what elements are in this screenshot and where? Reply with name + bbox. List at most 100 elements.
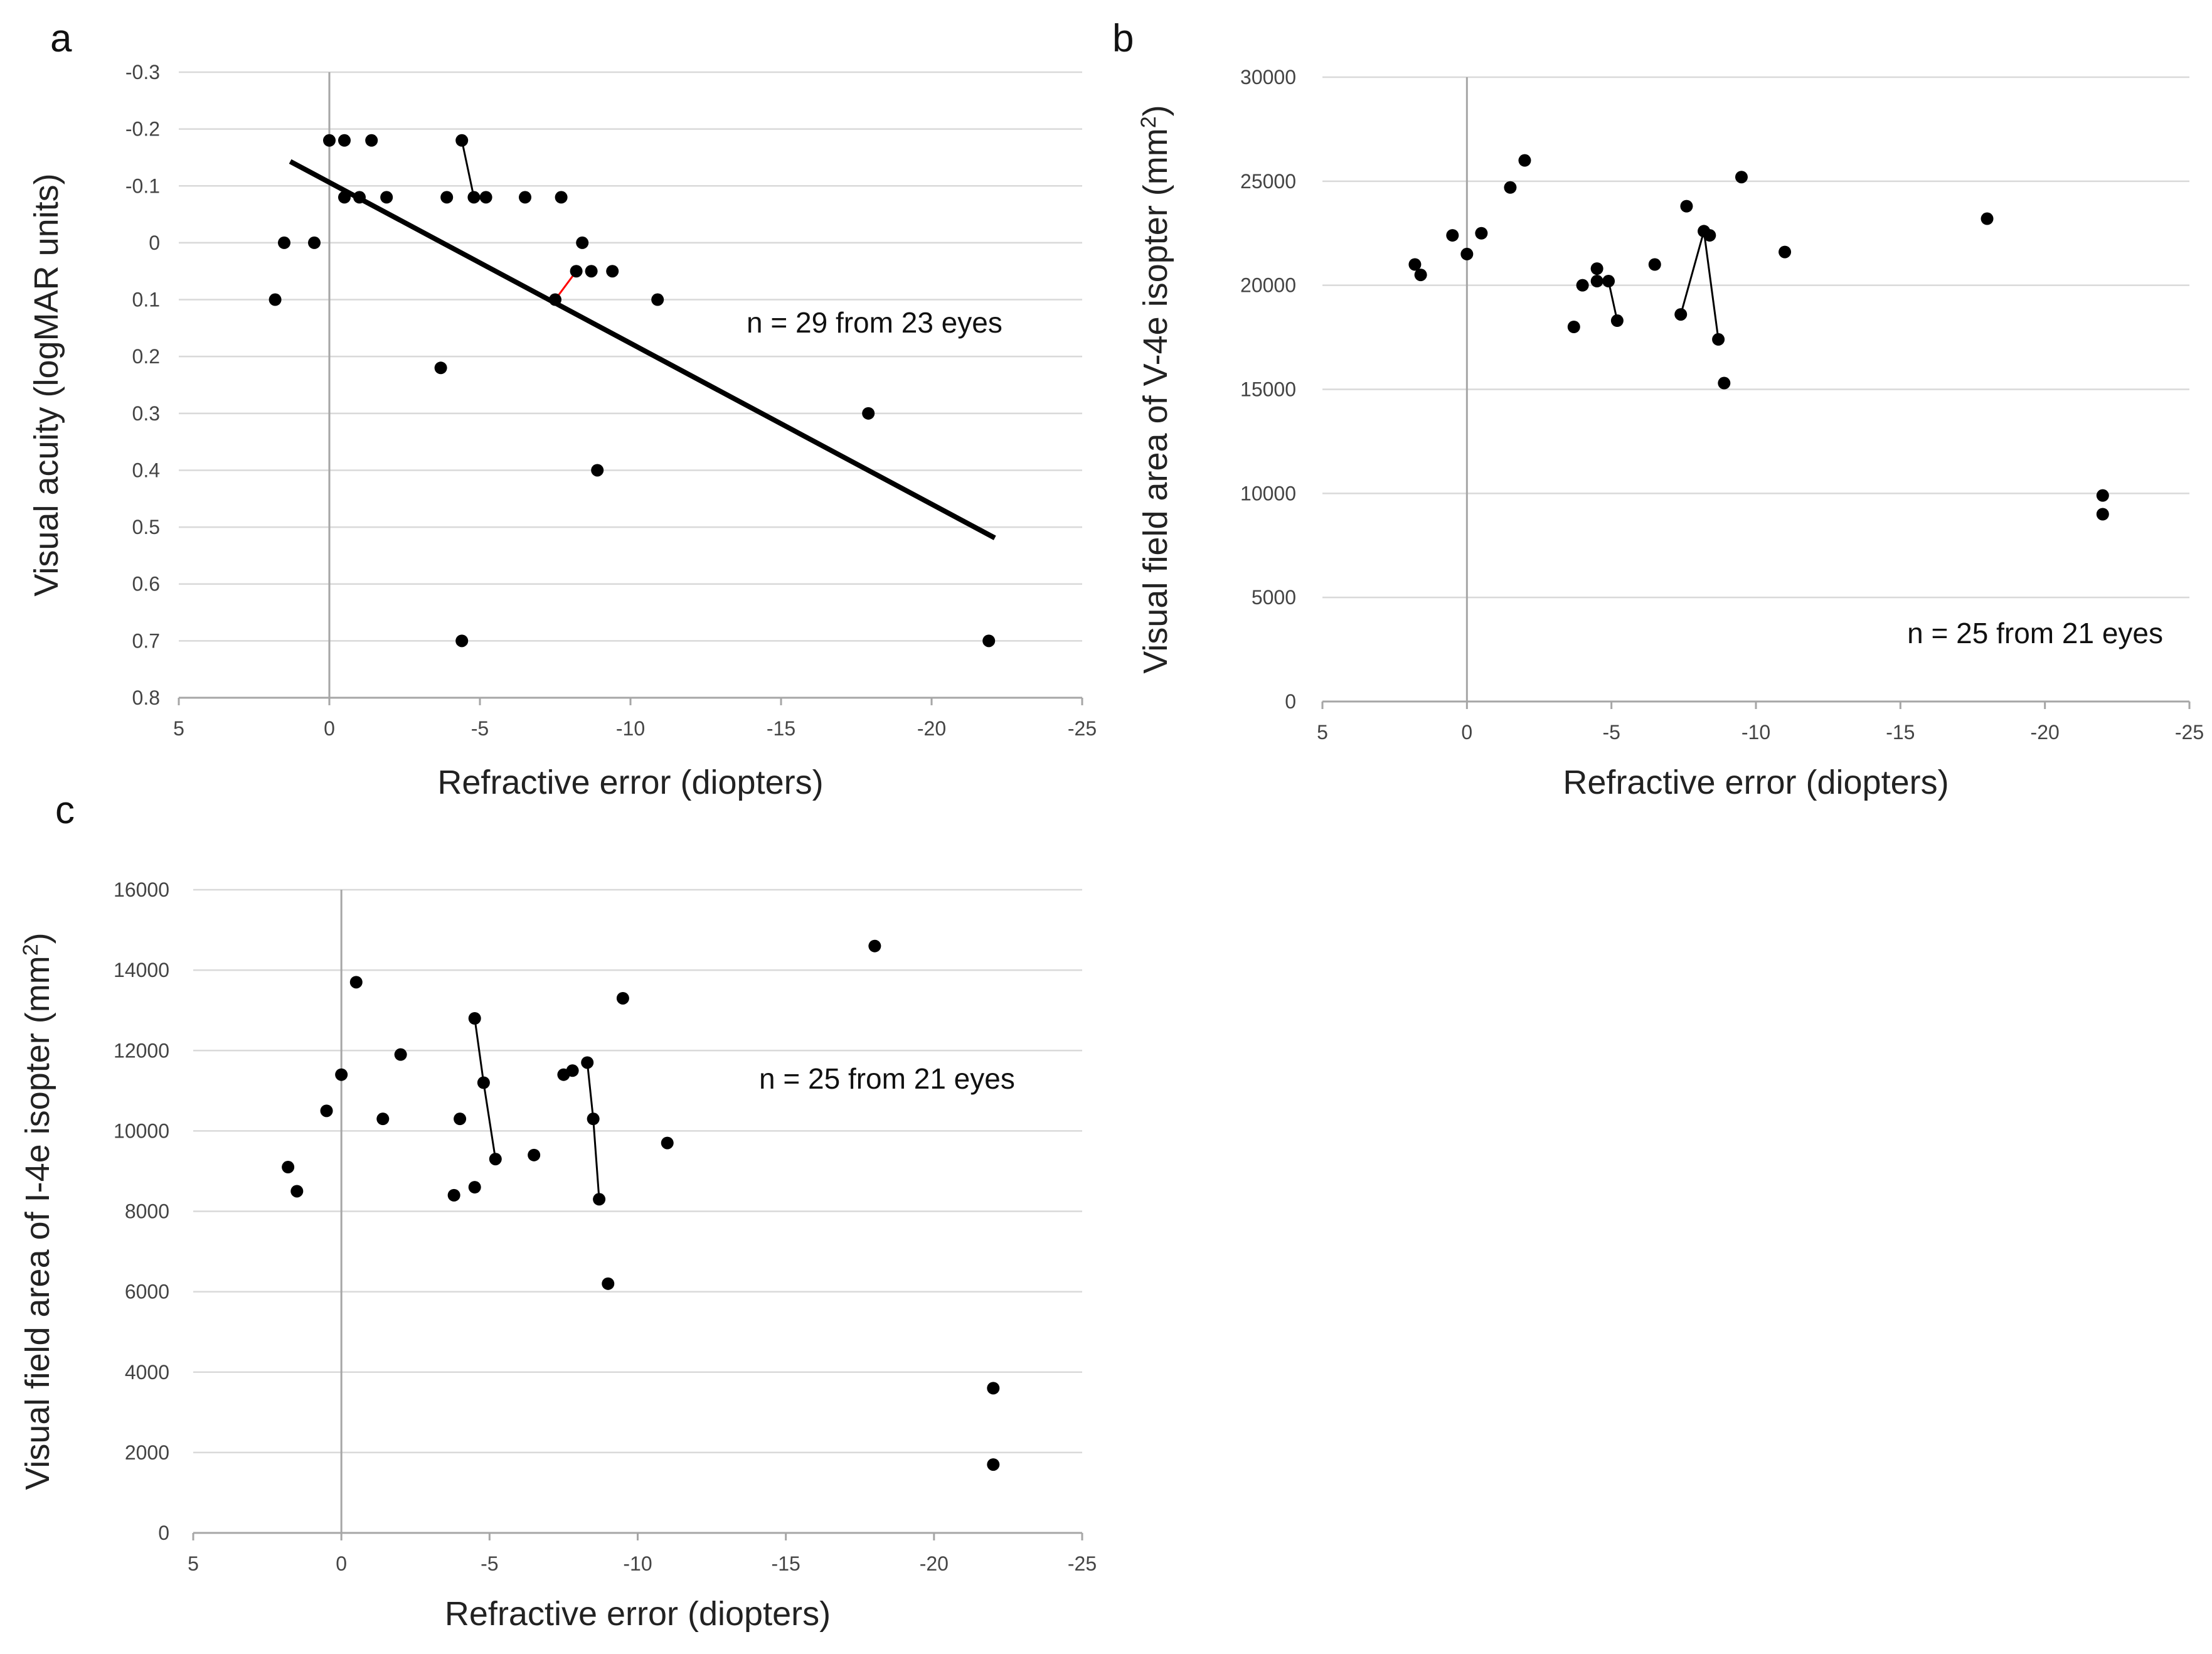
paired-eye-connector bbox=[460, 140, 475, 198]
data-point bbox=[323, 134, 336, 147]
data-point bbox=[987, 1382, 1000, 1395]
x-tick-label: -25 bbox=[2175, 721, 2204, 744]
data-point bbox=[1576, 279, 1589, 292]
y-tick-label: 16000 bbox=[114, 878, 169, 901]
y-tick-label: 10000 bbox=[114, 1119, 169, 1142]
data-point bbox=[335, 1068, 348, 1081]
x-tick-label: -10 bbox=[623, 1552, 652, 1575]
data-point bbox=[566, 1064, 579, 1077]
y-tick-label: 0.5 bbox=[132, 516, 160, 538]
data-point bbox=[1504, 181, 1517, 194]
y-tick-label: 25000 bbox=[1240, 170, 1296, 193]
data-point bbox=[365, 134, 378, 147]
sample-size-annotation: n = 25 from 21 eyes bbox=[759, 1062, 1015, 1095]
data-point bbox=[269, 293, 282, 306]
sample-size-annotation: n = 29 from 23 eyes bbox=[747, 306, 1002, 339]
data-point bbox=[1475, 227, 1488, 240]
data-point bbox=[468, 1012, 481, 1025]
data-point bbox=[1981, 212, 1994, 225]
data-point bbox=[282, 1161, 295, 1174]
data-point bbox=[987, 1458, 1000, 1471]
data-point bbox=[2096, 508, 2109, 521]
data-point bbox=[353, 191, 366, 204]
data-point bbox=[616, 991, 629, 1005]
data-point bbox=[434, 361, 447, 375]
y-tick-label: 6000 bbox=[125, 1281, 169, 1303]
y-axis-title-tail: ) bbox=[1137, 105, 1174, 116]
data-point bbox=[1408, 258, 1422, 271]
data-point bbox=[290, 1185, 304, 1198]
data-point bbox=[606, 265, 619, 278]
data-point bbox=[1703, 229, 1716, 242]
data-point bbox=[454, 1112, 467, 1126]
chart-panel-a: -0.3 -0.2 -0.1 0 0.1 0.2 0.3 0.4 0.5 0.6 0.7 0.8 5 0 -… bbox=[28, 17, 1097, 801]
y-tick-label: 4000 bbox=[125, 1361, 169, 1384]
y-tick-label: 20000 bbox=[1240, 274, 1296, 297]
y-tick-label: 0.6 bbox=[132, 573, 160, 595]
data-point bbox=[278, 236, 290, 249]
data-point bbox=[585, 265, 598, 278]
panel-label: c bbox=[55, 789, 75, 832]
y-tick-label: -0.2 bbox=[125, 118, 160, 141]
x-tick-label: -10 bbox=[1741, 721, 1770, 744]
data-point bbox=[468, 1181, 481, 1194]
data-point bbox=[376, 1112, 390, 1126]
data-point bbox=[2096, 489, 2109, 502]
paired-eye-connector bbox=[586, 1062, 595, 1119]
data-point bbox=[528, 1148, 541, 1161]
y-axis-title-superscript: 2 bbox=[19, 944, 43, 956]
data-point bbox=[862, 407, 875, 420]
y-tick-label: 0 bbox=[149, 232, 160, 254]
y-tick-label: 0 bbox=[158, 1522, 169, 1544]
data-point bbox=[394, 1048, 407, 1061]
data-point bbox=[338, 191, 351, 204]
y-axis-title-superscript: 2 bbox=[1137, 116, 1161, 128]
data-point bbox=[555, 191, 568, 204]
x-tick-label: -15 bbox=[1886, 721, 1915, 744]
data-point bbox=[308, 236, 321, 249]
y-tick-label: 0.1 bbox=[132, 289, 160, 311]
y-tick-label: 0.2 bbox=[132, 345, 160, 368]
paired-eye-connector bbox=[474, 1018, 485, 1083]
data-point bbox=[1567, 321, 1580, 333]
paired-eye-connector bbox=[1607, 280, 1619, 321]
sample-size-annotation: n = 25 from 21 eyes bbox=[1907, 617, 2163, 649]
data-point bbox=[661, 1136, 674, 1150]
x-tick-label: 5 bbox=[188, 1552, 199, 1575]
y-axis-title-main: Visual field area of V-4e isopter (mm bbox=[1137, 128, 1174, 673]
x-tick-label: -25 bbox=[1068, 1552, 1097, 1575]
data-point bbox=[1680, 200, 1693, 213]
data-point bbox=[587, 1112, 600, 1126]
data-point bbox=[320, 1104, 333, 1118]
paired-eye-connector bbox=[1703, 231, 1720, 340]
y-tick-label: 0.3 bbox=[132, 402, 160, 425]
data-point bbox=[455, 634, 469, 648]
data-point bbox=[570, 265, 583, 278]
y-tick-label: 0.4 bbox=[132, 459, 160, 481]
y-axis-title: Visual field area of I-4e isopter (mm2) bbox=[19, 932, 56, 1490]
x-tick-label: -15 bbox=[772, 1552, 800, 1575]
data-point bbox=[581, 1056, 594, 1069]
x-axis-title: Refractive error (diopters) bbox=[1563, 764, 1949, 801]
data-point bbox=[602, 1277, 615, 1290]
x-tick-label: 5 bbox=[1317, 721, 1328, 744]
x-tick-label: 5 bbox=[173, 717, 184, 740]
data-point bbox=[338, 134, 351, 147]
data-point bbox=[549, 293, 561, 306]
data-point bbox=[1602, 275, 1615, 288]
data-point bbox=[651, 293, 664, 306]
data-point bbox=[1518, 154, 1531, 167]
y-tick-label: 0.8 bbox=[132, 686, 160, 709]
data-point bbox=[477, 1076, 490, 1089]
trend-line bbox=[289, 159, 996, 540]
x-tick-label: -5 bbox=[1602, 721, 1620, 744]
y-tick-label: 2000 bbox=[125, 1441, 169, 1464]
data-point bbox=[1674, 308, 1688, 321]
x-tick-label: -15 bbox=[767, 717, 795, 740]
y-tick-label: 5000 bbox=[1252, 586, 1296, 609]
data-point bbox=[1718, 376, 1731, 390]
y-axis-title: Visual acuity (logMAR units) bbox=[28, 173, 65, 596]
y-axis-title-main: Visual field area of I-4e isopter (mm bbox=[19, 956, 56, 1490]
y-tick-label: 15000 bbox=[1240, 378, 1296, 401]
data-point bbox=[467, 191, 481, 204]
